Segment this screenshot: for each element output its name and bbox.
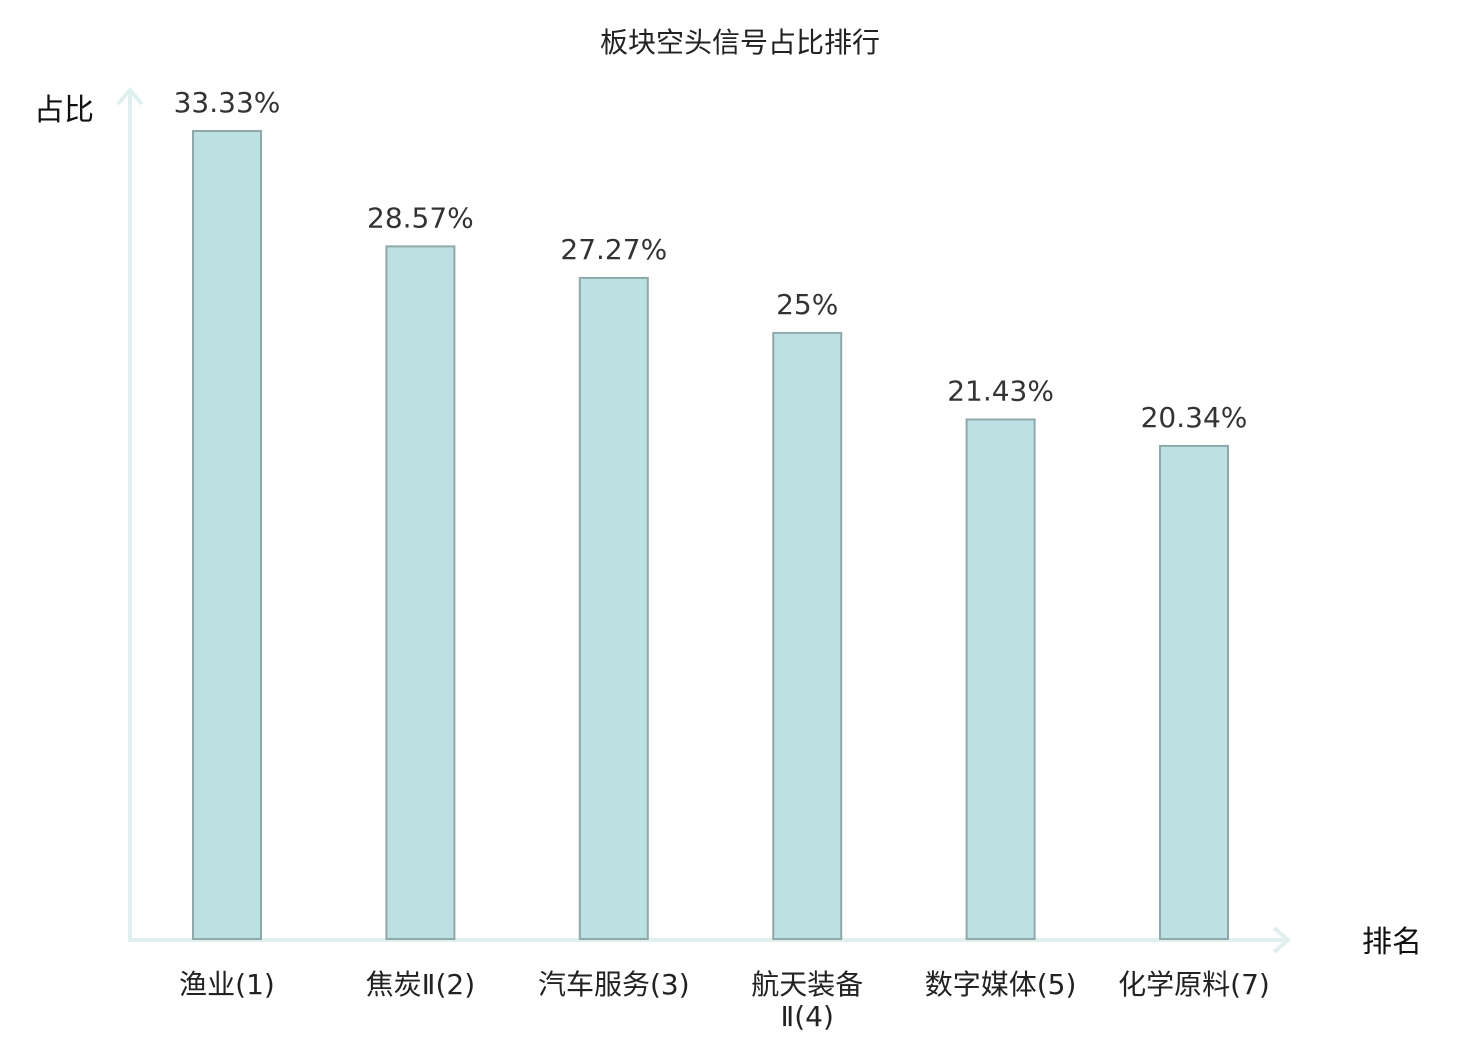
bar: [578, 276, 649, 940]
bars: [192, 130, 1229, 941]
category-label: 渔业(1): [179, 968, 275, 1001]
value-labels: 33.33% 28.57% 27.27% 25% 21.43% 20.34%: [174, 86, 1248, 434]
category-label: Ⅱ(4): [780, 1000, 833, 1033]
bar: [192, 130, 262, 940]
bar: [385, 245, 456, 941]
bar: [772, 331, 843, 940]
value-label: 25%: [776, 288, 838, 321]
x-axis-label: 排名: [1362, 925, 1422, 960]
category-label: 航天装备: [751, 968, 863, 1001]
chart-title: 板块空头信号占比排行: [600, 26, 880, 59]
category-label: 焦炭Ⅱ(2): [366, 968, 475, 1001]
category-label: 数字媒体(5): [925, 968, 1077, 1001]
value-label: 33.33%: [174, 86, 281, 119]
value-label: 20.34%: [1141, 401, 1248, 434]
axes: [116, 86, 1292, 954]
y-axis-arrow: [116, 86, 144, 106]
value-label: 28.57%: [367, 201, 474, 234]
value-label: 27.27%: [560, 233, 667, 266]
bar: [1159, 444, 1229, 940]
category-label: 化学原料(7): [1118, 968, 1270, 1001]
category-label: 汽车服务(3): [538, 968, 690, 1001]
x-axis-arrow: [1272, 926, 1292, 954]
value-label: 21.43%: [947, 374, 1054, 407]
bar: [965, 418, 1036, 940]
y-axis-label: 占比: [34, 93, 94, 128]
